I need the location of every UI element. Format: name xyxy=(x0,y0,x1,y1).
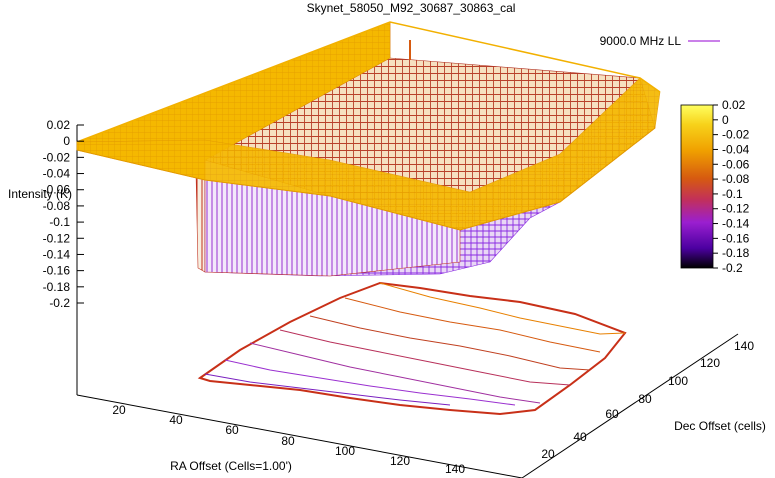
z-tick-labels: 0.02 0 -0.02 -0.04 -0.06 -0.08 -0.1 -0.12 -0.14 -… xyxy=(43,118,84,310)
colorbar-ticks: 0.020-0.02-0.04-0.06-0.08-0.1-0.12-0.14-… xyxy=(713,98,750,275)
y-tick-labels: 20 40 60 80 100 120 140 xyxy=(541,339,754,461)
z-tick-label: -0.1 xyxy=(49,215,70,229)
y-tick-label: 40 xyxy=(573,430,587,444)
floor-edge-front xyxy=(76,394,523,478)
colorbar: 0.020-0.02-0.04-0.06-0.08-0.1-0.12-0.14-… xyxy=(680,98,750,275)
legend: 9000.0 MHz LL xyxy=(600,34,720,48)
y-tick-label: 80 xyxy=(638,392,652,406)
contour-group xyxy=(197,281,627,416)
colorbar-tick-label: -0.16 xyxy=(722,231,750,245)
contour-boundary xyxy=(197,281,627,416)
chart-title: Skynet_58050_M92_30687_30863_cal xyxy=(307,1,516,15)
y-tick-label: 20 xyxy=(541,447,555,461)
z-tick-label: -0.12 xyxy=(43,231,71,245)
z-tick-label: -0.02 xyxy=(43,150,71,164)
y-tick-label: 120 xyxy=(700,356,720,370)
colorbar-tick-label: -0.08 xyxy=(722,172,750,186)
z-tick-label: -0.14 xyxy=(43,247,71,261)
z-tick-label: -0.06 xyxy=(43,183,71,197)
x-tick-label: 140 xyxy=(445,462,465,476)
z-tick-label: -0.04 xyxy=(43,167,71,181)
surface-edge xyxy=(76,21,661,143)
colorbar-tick-label: -0.04 xyxy=(722,142,750,156)
z-tick-label: -0.16 xyxy=(43,264,71,278)
x-tick-label: 60 xyxy=(225,423,239,437)
contour-line xyxy=(224,359,516,406)
colorbar-tick-label: -0.14 xyxy=(722,217,750,231)
x-tick-label: 20 xyxy=(112,403,126,417)
colorbar-tick-label: -0.18 xyxy=(722,246,750,260)
x-axis-label: RA Offset (Cells=1.00') xyxy=(170,459,292,473)
y-tick-label: 100 xyxy=(668,374,688,388)
x-tick-label: 100 xyxy=(335,444,355,458)
z-tick-label: -0.18 xyxy=(43,280,71,294)
x-tick-labels: 20 40 60 80 100 120 140 xyxy=(112,403,465,476)
z-tick-label: 0 xyxy=(63,134,70,148)
contour-line xyxy=(309,315,591,371)
contour-line xyxy=(344,297,601,353)
z-axis-label: Intensity (K) xyxy=(8,187,72,201)
legend-label: 9000.0 MHz LL xyxy=(600,34,682,48)
surface-edge xyxy=(76,127,656,231)
colorbar-tick-label: 0.02 xyxy=(722,98,746,112)
colorbar-tick-label: -0.06 xyxy=(722,157,750,171)
x-tick-label: 40 xyxy=(169,413,183,427)
y-tick-label: 140 xyxy=(734,339,754,353)
contour-line xyxy=(249,342,541,404)
y-axis-label: Dec Offset (cells) xyxy=(674,419,766,433)
colorbar-tick-label: -0.1 xyxy=(722,187,743,201)
floor-edge-right xyxy=(521,333,739,478)
x-tick-label: 120 xyxy=(390,454,410,468)
floor-box xyxy=(76,333,739,478)
colorbar-tick-label: 0 xyxy=(722,113,729,127)
colorbar-gradient xyxy=(680,104,714,269)
contour-line xyxy=(279,329,571,386)
z-tick-label: -0.2 xyxy=(49,296,70,310)
colorbar-tick-label: -0.12 xyxy=(722,202,750,216)
x-tick-label: 80 xyxy=(281,434,295,448)
colorbar-tick-label: -0.02 xyxy=(722,128,750,142)
contour-line xyxy=(379,282,626,335)
y-tick-label: 60 xyxy=(605,407,619,421)
z-axis: Intensity (K) xyxy=(8,125,78,395)
z-tick-label: 0.02 xyxy=(47,118,71,132)
colorbar-tick-label: -0.2 xyxy=(722,261,743,275)
z-tick-label: -0.08 xyxy=(43,199,71,213)
contour-line xyxy=(204,373,451,406)
surface xyxy=(76,21,661,277)
